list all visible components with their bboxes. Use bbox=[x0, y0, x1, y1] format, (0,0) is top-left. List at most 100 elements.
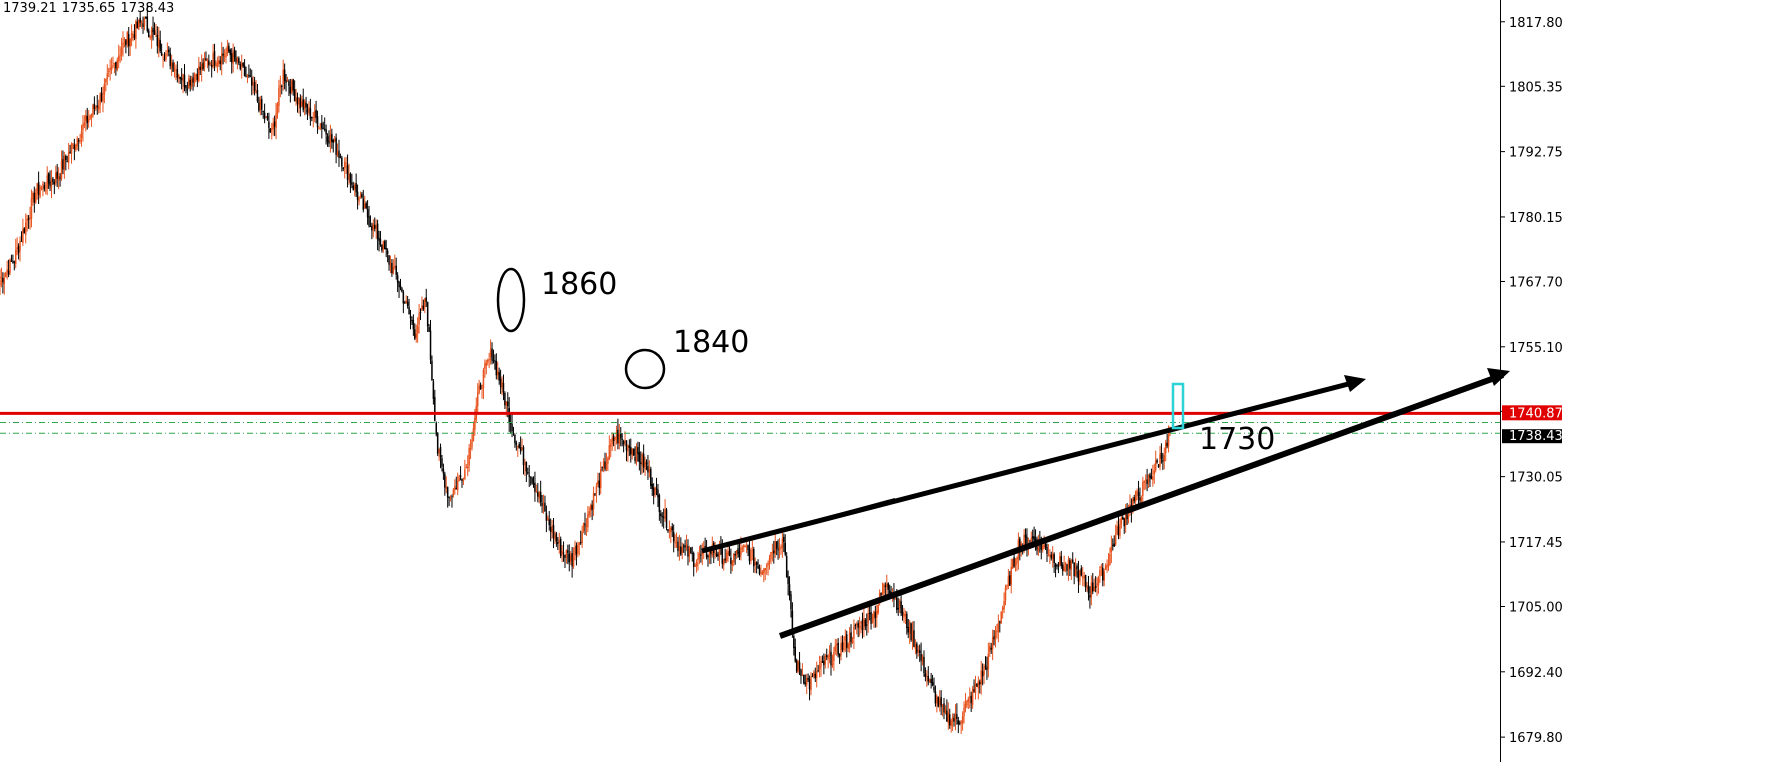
candle-body bbox=[634, 457, 636, 461]
candle-body bbox=[778, 547, 781, 550]
candle-body bbox=[178, 74, 180, 79]
candle-body bbox=[75, 144, 77, 150]
candle-body bbox=[848, 632, 851, 645]
candle-body bbox=[256, 90, 259, 102]
candle-body bbox=[1007, 576, 1010, 586]
candle-body bbox=[79, 139, 81, 142]
candle-body bbox=[312, 117, 314, 119]
candle-body bbox=[569, 554, 572, 562]
candle-body bbox=[302, 99, 304, 110]
candle-body bbox=[126, 32, 129, 45]
candle-body bbox=[471, 440, 473, 448]
candle-body bbox=[478, 385, 480, 393]
candle-body bbox=[213, 51, 216, 66]
candle-body bbox=[335, 137, 337, 155]
candle-body bbox=[27, 217, 30, 220]
candle-body bbox=[1030, 537, 1033, 545]
candle-body bbox=[608, 445, 611, 460]
candle-body bbox=[562, 552, 565, 554]
candle-body bbox=[83, 122, 86, 126]
candle-body bbox=[142, 23, 144, 27]
candle-body bbox=[301, 101, 303, 107]
candle-body bbox=[341, 157, 343, 167]
candle-body bbox=[597, 480, 599, 485]
candle-body bbox=[568, 553, 571, 563]
candle-body bbox=[30, 197, 33, 219]
candle-body bbox=[1116, 525, 1118, 535]
candle-body bbox=[418, 313, 420, 325]
candle-body bbox=[725, 552, 728, 562]
ohlc-open: 1739.21 bbox=[3, 1, 57, 16]
candle-body bbox=[680, 546, 682, 555]
candle-body bbox=[765, 565, 768, 567]
candle-body bbox=[461, 478, 463, 482]
candle-body bbox=[1053, 554, 1055, 564]
candle-body bbox=[564, 554, 566, 558]
candle-body bbox=[311, 116, 313, 118]
candle-body bbox=[269, 128, 272, 133]
candle-body bbox=[225, 52, 227, 58]
candle-body bbox=[291, 80, 293, 93]
annotation-label: 1860 bbox=[541, 267, 617, 302]
candle-body bbox=[1133, 497, 1135, 502]
candle-body bbox=[305, 102, 307, 108]
candle-body bbox=[1019, 538, 1021, 552]
candle-body bbox=[402, 291, 405, 304]
candle-body bbox=[2, 277, 4, 283]
candle-body bbox=[1092, 582, 1094, 592]
candle-body bbox=[655, 488, 658, 490]
candle-body bbox=[953, 718, 955, 722]
candle-body bbox=[788, 584, 791, 596]
candle-body bbox=[674, 542, 676, 544]
candle-body bbox=[555, 533, 558, 542]
candle-body bbox=[602, 461, 605, 468]
candle-body bbox=[401, 288, 403, 292]
candle-body bbox=[974, 683, 977, 694]
candle-body bbox=[887, 583, 889, 590]
candle-body bbox=[615, 431, 618, 439]
candle-body bbox=[775, 541, 778, 549]
candle-body bbox=[618, 433, 621, 444]
candle-body bbox=[807, 678, 809, 680]
candle-body bbox=[29, 217, 31, 219]
candle-body bbox=[521, 447, 523, 450]
candle-body bbox=[612, 435, 615, 441]
current-price-tag bbox=[1502, 429, 1562, 444]
candle-body bbox=[205, 58, 207, 60]
candle-body bbox=[275, 113, 277, 129]
candle-body bbox=[190, 79, 193, 87]
candle-body bbox=[152, 27, 154, 32]
candle-body bbox=[622, 441, 625, 445]
candle-body bbox=[701, 551, 704, 555]
candle-body bbox=[724, 558, 726, 561]
candle-body bbox=[591, 504, 593, 510]
candle-body bbox=[23, 228, 26, 234]
candle-body bbox=[1152, 476, 1154, 481]
candle-body bbox=[1159, 454, 1161, 467]
candle-body bbox=[642, 453, 645, 468]
candle-body bbox=[391, 263, 393, 274]
candle-body bbox=[303, 101, 306, 109]
candle-body bbox=[65, 156, 67, 161]
candle-body bbox=[112, 65, 114, 67]
candle-body bbox=[1087, 585, 1090, 594]
candle-body bbox=[22, 229, 24, 244]
candle-body bbox=[1164, 442, 1167, 454]
candle-body bbox=[6, 269, 8, 273]
candle-body bbox=[13, 261, 16, 263]
candle-body bbox=[1041, 545, 1044, 551]
candle-body bbox=[595, 486, 598, 493]
candle-body bbox=[1016, 557, 1018, 564]
candle-body bbox=[745, 546, 748, 548]
candle-body bbox=[937, 697, 940, 707]
candle-body bbox=[1000, 611, 1002, 624]
candle-body bbox=[120, 48, 123, 55]
candle-body bbox=[106, 73, 109, 80]
candle-body bbox=[913, 630, 915, 647]
candle-body bbox=[0, 280, 1, 286]
candle-body bbox=[1049, 554, 1051, 556]
candle-body bbox=[575, 545, 578, 555]
candle-body bbox=[823, 660, 825, 666]
candle-body bbox=[53, 182, 56, 185]
candle-body bbox=[412, 320, 415, 330]
